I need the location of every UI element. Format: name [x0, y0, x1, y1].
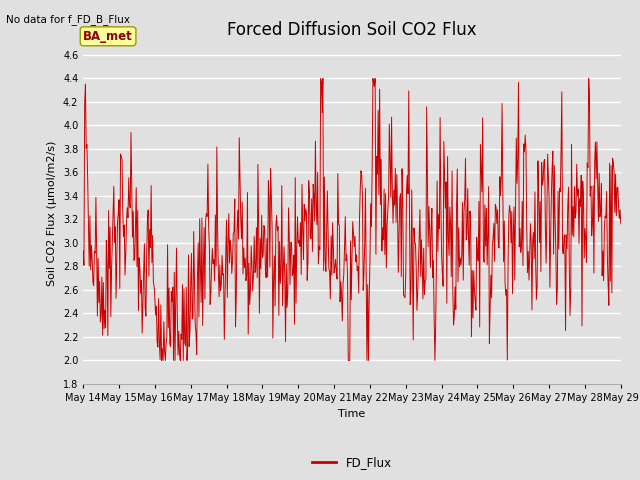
- Y-axis label: Soil CO2 Flux (μmol/m2/s): Soil CO2 Flux (μmol/m2/s): [47, 141, 58, 286]
- Legend: FD_Flux: FD_Flux: [308, 451, 396, 474]
- Text: No data for f_FD_B_Flux: No data for f_FD_B_Flux: [6, 14, 131, 25]
- Text: BA_met: BA_met: [83, 30, 133, 43]
- Title: Forced Diffusion Soil CO2 Flux: Forced Diffusion Soil CO2 Flux: [227, 21, 477, 39]
- X-axis label: Time: Time: [339, 408, 365, 419]
